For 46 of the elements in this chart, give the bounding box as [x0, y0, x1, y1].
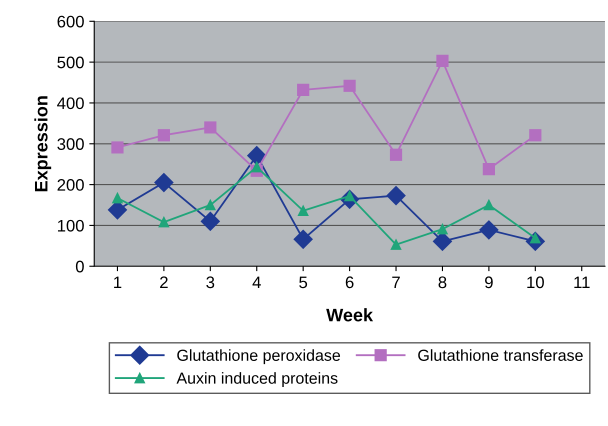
point [200, 212, 220, 231]
y-tick-label: 200 [58, 179, 84, 191]
point [436, 54, 449, 68]
legend-label: Glutathione transferase [418, 349, 583, 361]
point [298, 205, 308, 216]
y-tick-label: 500 [57, 56, 84, 68]
point [386, 186, 406, 206]
point [112, 192, 123, 204]
point [437, 224, 448, 234]
point [390, 239, 402, 250]
point [158, 129, 170, 142]
x-tick-label: 8 [438, 276, 446, 288]
x-tick-label: 9 [485, 276, 493, 288]
point [390, 148, 402, 161]
legend-label: Auxin induced proteins [176, 372, 338, 387]
point [294, 230, 313, 249]
point [205, 200, 216, 210]
point [529, 129, 542, 142]
x-tick-label: 11 [574, 276, 590, 288]
y-tick-label: 100 [58, 220, 84, 232]
legend-label: Glutathione peroxidase [177, 349, 340, 364]
point [343, 80, 356, 92]
point [484, 200, 494, 210]
x-tick-label: 6 [346, 276, 354, 288]
point [482, 162, 495, 176]
point [111, 141, 124, 154]
point [297, 84, 310, 96]
point [158, 216, 170, 228]
x-tick-label: 4 [252, 276, 261, 288]
y-axis-title: Expression [34, 96, 52, 192]
y-tick-label: 400 [57, 97, 84, 110]
y-tick-label: 300 [57, 138, 84, 150]
x-tick-label: 2 [160, 276, 168, 288]
y-tick-label: 600 [58, 16, 84, 28]
x-axis-title: Week [326, 308, 374, 322]
point [247, 146, 266, 166]
x-tick-label: 5 [299, 276, 308, 288]
point [154, 173, 174, 192]
y-tick-label: 0 [76, 260, 84, 272]
x-tick-label: 10 [527, 276, 544, 288]
x-tick-label: 7 [392, 276, 400, 288]
point [479, 220, 498, 240]
point [251, 162, 262, 172]
x-tick-label: 1 [114, 276, 122, 288]
point [204, 121, 216, 134]
x-tick-label: 3 [206, 276, 214, 288]
